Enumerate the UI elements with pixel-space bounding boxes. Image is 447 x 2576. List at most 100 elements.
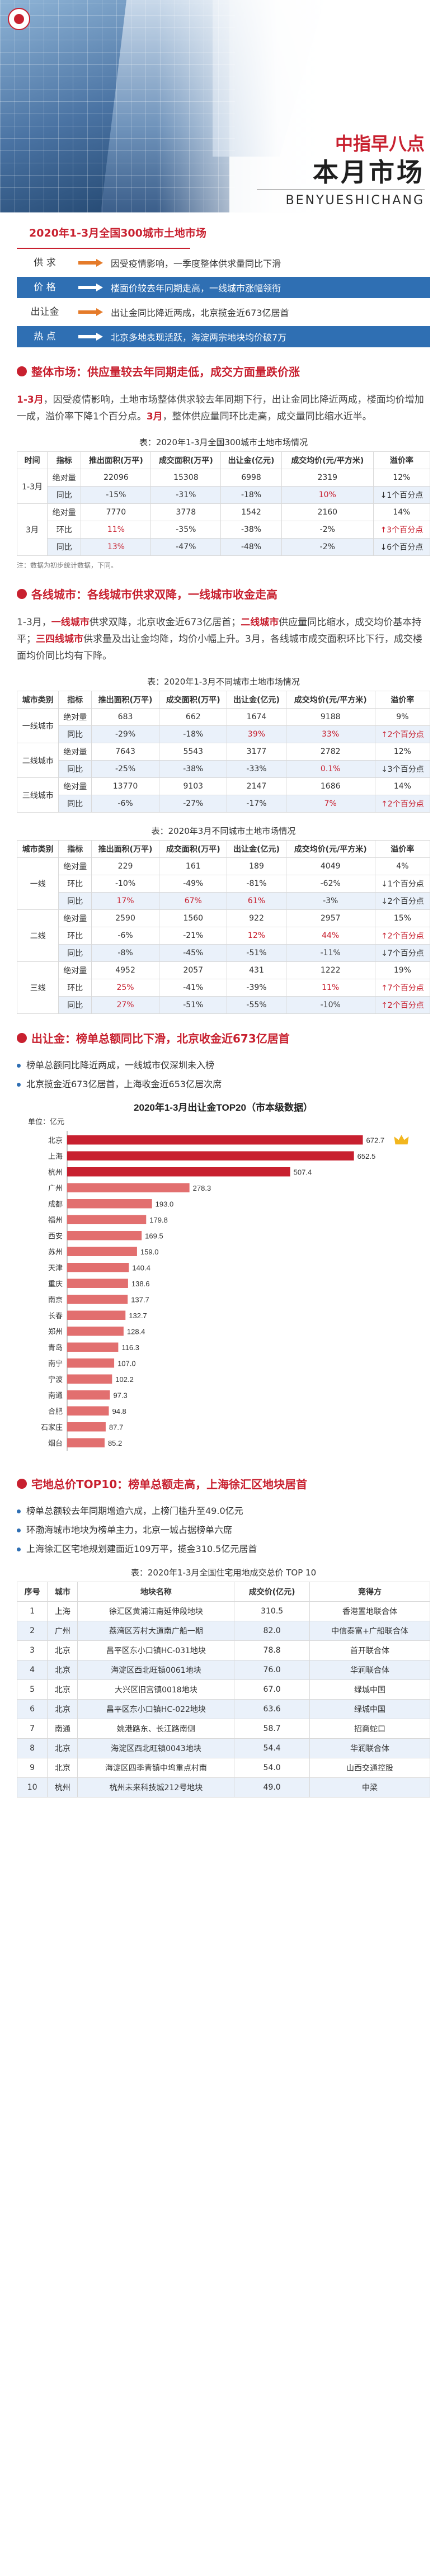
table-row: 同比 27% -51% -55% -10% ↑2个百分点 — [17, 996, 431, 1014]
table-row: 1-3月 绝对量 22096 15308 6998 2319 12% — [16, 469, 431, 504]
bar-9 — [67, 1278, 128, 1288]
table-cell: 6 — [16, 1699, 48, 1719]
table-cell: 13770 — [91, 777, 160, 795]
table-cell: 海淀区西北旺镇0061地块 — [77, 1660, 235, 1680]
table-cell: 17% — [91, 892, 160, 910]
chart-unit-label: 单位：亿元 — [28, 1117, 64, 1126]
table-cell: 7% — [285, 795, 375, 813]
data-label: 97.3 — [113, 1391, 127, 1399]
page-subtitle: BENYUESHICHANG — [285, 194, 425, 207]
table-row: 2 广州 荔湾区芳村大道南广船一期 82.0 中信泰富+广船联合体 — [16, 1621, 431, 1641]
table-cell: -10% — [285, 996, 375, 1014]
table-cell: -45% — [159, 944, 228, 962]
table-cell: 北京 — [47, 1758, 78, 1778]
bar-15 — [67, 1374, 112, 1384]
table-cell: -3% — [285, 892, 375, 910]
table-cell: 161 — [159, 857, 228, 875]
table-cell: 华润联合体 — [309, 1738, 431, 1758]
table-cell: -6% — [91, 927, 160, 945]
table-cell: -81% — [227, 875, 286, 893]
table-row: 9 北京 海淀区四季青镇中坞重点村南 54.0 山西交通控股 — [16, 1758, 431, 1778]
table-cell: 2057 — [159, 961, 228, 979]
table-header-cell: 地块名称 — [77, 1582, 235, 1602]
data-label: 140.4 — [132, 1263, 150, 1272]
bullet-item: 榜单总额较去年同期增逾六成，上榜门槛升至49.0亿元 — [17, 1504, 430, 1518]
section-heading-top10: 宅地总价TOP10：榜单总额走高，上海徐汇区地块居首 — [17, 1475, 430, 1492]
table-header-cell: 城市类别 — [16, 691, 59, 709]
data-label: 128.4 — [127, 1327, 145, 1336]
table-header-cell: 溢价率 — [374, 840, 431, 858]
table-metric-cell: 绝对量 — [58, 857, 92, 875]
data-label: 116.3 — [121, 1343, 139, 1352]
table-cell: 大兴区旧宫镇0018地块 — [77, 1679, 235, 1700]
table-header-cell: 时间 — [16, 451, 48, 469]
data-label: 87.7 — [109, 1423, 123, 1431]
summary-text: 北京多地表现活跃，海淀两宗地块均价破7万 — [111, 332, 287, 343]
table-cell: 北京 — [47, 1679, 78, 1700]
summary-text: 出让金同比降近两成，北京揽金近673亿居首 — [111, 308, 289, 318]
text: 1-3月， — [17, 617, 51, 628]
table-cell: 上海 — [47, 1601, 78, 1621]
table-row: 5 北京 大兴区旧宫镇0018地块 67.0 绿城中国 — [16, 1679, 431, 1700]
data-label: 132.7 — [129, 1311, 147, 1320]
table-cell: 5 — [16, 1679, 48, 1700]
table-cell: ↑3个百分点 — [373, 521, 431, 539]
table-metric-cell: 环比 — [58, 979, 92, 997]
page-title: 本月市场 — [313, 157, 425, 187]
bar-4 — [67, 1199, 152, 1209]
table-cell: 北京 — [47, 1699, 78, 1719]
table-metric-cell: 绝对量 — [58, 961, 92, 979]
bar-6 — [67, 1231, 142, 1240]
table-header-cell: 出让金(亿元) — [227, 691, 286, 709]
table-cell: -15% — [81, 486, 152, 504]
bar-2 — [67, 1167, 290, 1177]
table-group-cell: 三线城市 — [16, 777, 59, 813]
table-cell: 1222 — [285, 961, 375, 979]
table-cell: ↓1个百分点 — [374, 875, 431, 893]
section-heading-revenue: 出让金：榜单总额同比下滑，北京收金近673亿居首 — [17, 1030, 430, 1046]
table-metric-cell: 绝对量 — [47, 469, 82, 487]
table-cell: 9188 — [285, 708, 375, 726]
section-heading-cities: 各线城市：各线城市供求双降，一线城市收金走高 — [17, 586, 430, 602]
table-caption: 表：2020年3月不同城市土地市场情况 — [151, 826, 296, 836]
data-label: 138.6 — [131, 1280, 150, 1288]
table-cell: ↓7个百分点 — [374, 944, 431, 962]
data-label: 102.2 — [115, 1375, 134, 1384]
table-cell: 2 — [16, 1621, 48, 1641]
table-cell: -6% — [91, 795, 160, 813]
table-cell: 39% — [227, 725, 286, 743]
table-cell: -25% — [91, 760, 160, 778]
arrow-icon — [78, 333, 106, 341]
table-cell: 13% — [81, 538, 152, 556]
table-cell: 82.0 — [234, 1621, 310, 1641]
bar-17 — [67, 1406, 109, 1416]
table-header-cell: 成交面积(万平) — [159, 840, 228, 858]
table-header-cell: 指标 — [47, 451, 82, 469]
table-cell: 54.0 — [234, 1758, 310, 1778]
section-value: 榜单总额走高，上海徐汇区地块居首 — [128, 1478, 308, 1491]
table-cell: 7 — [16, 1719, 48, 1739]
data-label: 169.5 — [145, 1232, 163, 1240]
table-cell: 10% — [281, 486, 374, 504]
table-cell: 2590 — [91, 909, 160, 927]
table-header-cell: 溢价率 — [374, 691, 431, 709]
table-group-cell: 一线城市 — [16, 708, 59, 743]
table-header-cell: 推出面积(万平) — [91, 691, 160, 709]
data-label: 193.0 — [156, 1200, 174, 1208]
table-cell: 中梁 — [309, 1777, 431, 1797]
summary-label: 热 点 — [34, 331, 56, 342]
table-cell: -47% — [150, 538, 222, 556]
table-row: 10 杭州 杭州未来科技城212号地块 49.0 中梁 — [16, 1777, 431, 1797]
table-header-row: 城市类别 指标 推出面积(万平) 成交面积(万平) 出让金(亿元) 成交均价(元/平方米)… — [16, 840, 431, 858]
table-cell: -18% — [159, 725, 228, 743]
table-row: 6 北京 昌平区东小口镇HC-022地块 63.6 绿城中国 — [16, 1699, 431, 1719]
table-header-cell: 推出面积(万平) — [81, 451, 152, 469]
category-label: 青岛 — [48, 1343, 63, 1352]
text: 供应量同比缩水，成交均价基本持平； — [17, 617, 422, 645]
table-cell: 3778 — [150, 503, 222, 521]
summary-list: 供 求 因受疫情影响，一季度整体供求量同比下滑价 格 楼面价较去年同期走高，一线城市… — [17, 252, 430, 347]
table-cell: 61% — [227, 892, 286, 910]
table-cell: 67% — [159, 892, 228, 910]
summary-row: 供 求 因受疫情影响，一季度整体供求量同比下滑 — [17, 252, 430, 273]
